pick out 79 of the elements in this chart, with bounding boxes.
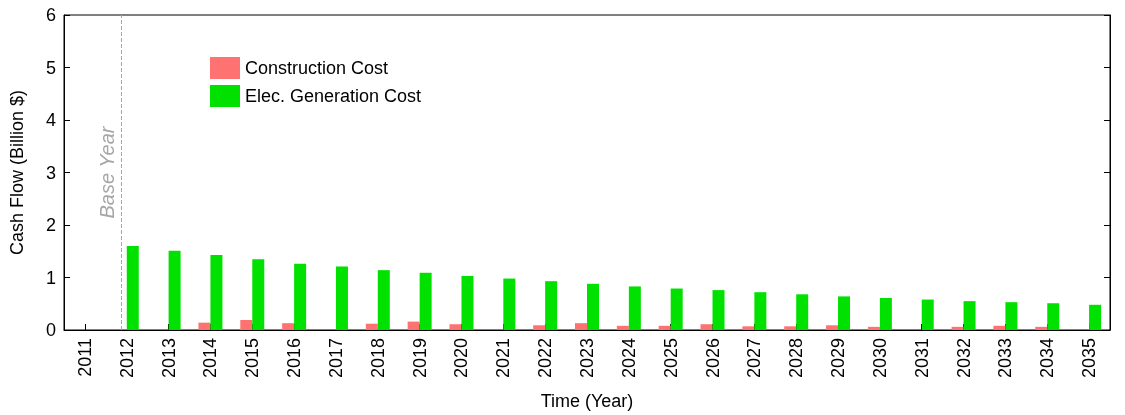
y-tick-label: 0 <box>45 320 56 340</box>
bar <box>126 246 139 330</box>
bar <box>921 299 934 330</box>
bar <box>867 326 880 330</box>
bar <box>587 283 599 330</box>
x-tick-label: 2014 <box>200 338 221 379</box>
bar <box>658 325 671 330</box>
x-tick-label: 2026 <box>702 338 723 379</box>
x-tick-label: 2012 <box>116 338 137 379</box>
x-tick-label: 2018 <box>367 338 388 379</box>
bar <box>993 325 1006 330</box>
bar <box>198 322 211 330</box>
bar <box>407 321 420 330</box>
bar <box>252 259 265 330</box>
bar <box>210 254 223 330</box>
bar <box>1005 302 1018 330</box>
bar <box>240 320 253 330</box>
x-tick-label: 2034 <box>1037 338 1058 379</box>
bar <box>419 272 432 330</box>
y-tick-label: 4 <box>45 110 56 130</box>
x-tick-label: 2028 <box>786 338 807 379</box>
bar <box>1089 304 1102 330</box>
bar <box>377 270 390 330</box>
bar <box>461 275 474 330</box>
bar <box>365 323 378 330</box>
x-tick-label: 2033 <box>995 338 1016 379</box>
bar <box>575 323 587 330</box>
x-tick-label: 2032 <box>953 338 974 379</box>
bar <box>879 297 892 330</box>
bar <box>700 324 713 330</box>
y-axis-title: Cash Flow (Billion $) <box>7 89 27 256</box>
x-tick-label: 2027 <box>744 338 765 379</box>
bar <box>628 286 641 330</box>
x-tick-label: 2015 <box>242 338 263 379</box>
x-tick-label: 2035 <box>1079 338 1100 379</box>
x-tick-label: 2030 <box>869 338 890 379</box>
x-tick-label: 2016 <box>284 338 305 379</box>
bar <box>712 290 725 330</box>
x-tick-label: 2011 <box>74 338 95 377</box>
bar <box>335 266 348 330</box>
legend-label: Elec. Generation Cost <box>245 86 422 106</box>
x-tick-label: 2023 <box>577 338 597 379</box>
bar <box>754 292 767 330</box>
bar <box>838 296 851 330</box>
y-tick-label: 6 <box>45 5 56 25</box>
y-tick-label: 3 <box>45 162 56 183</box>
bar <box>826 325 839 330</box>
y-tick-label: 2 <box>45 215 56 235</box>
x-axis-title: Time (Year) <box>540 391 634 411</box>
x-tick-label: 2029 <box>828 338 849 379</box>
bar <box>951 326 964 330</box>
bar <box>533 325 546 330</box>
bar <box>670 288 683 330</box>
bar <box>616 325 629 330</box>
bar <box>1035 326 1048 330</box>
bar <box>168 250 181 330</box>
bar <box>742 326 755 330</box>
x-tick-label: 2024 <box>618 338 639 379</box>
bar <box>963 301 976 330</box>
bar <box>282 323 295 330</box>
y-tick-label: 1 <box>45 267 56 288</box>
x-tick-label: 2025 <box>660 338 681 379</box>
y-tick-label: 5 <box>45 57 56 78</box>
legend-label: Construction Cost <box>245 58 389 78</box>
bar <box>796 294 809 330</box>
bar <box>1047 303 1060 330</box>
bar <box>784 326 797 330</box>
x-tick-label: 2019 <box>409 338 430 379</box>
bar <box>545 281 558 330</box>
x-tick-label: 2020 <box>451 338 472 379</box>
x-tick-label: 2031 <box>911 338 932 379</box>
x-tick-label: 2021 <box>493 338 514 379</box>
ref-line-label: Base Year <box>95 125 118 219</box>
bar <box>503 278 516 330</box>
x-tick-label: 2013 <box>158 338 179 379</box>
bar <box>294 263 307 330</box>
x-tick-label: 2017 <box>325 338 346 379</box>
bar <box>449 324 462 330</box>
x-tick-label: 2022 <box>535 338 556 379</box>
